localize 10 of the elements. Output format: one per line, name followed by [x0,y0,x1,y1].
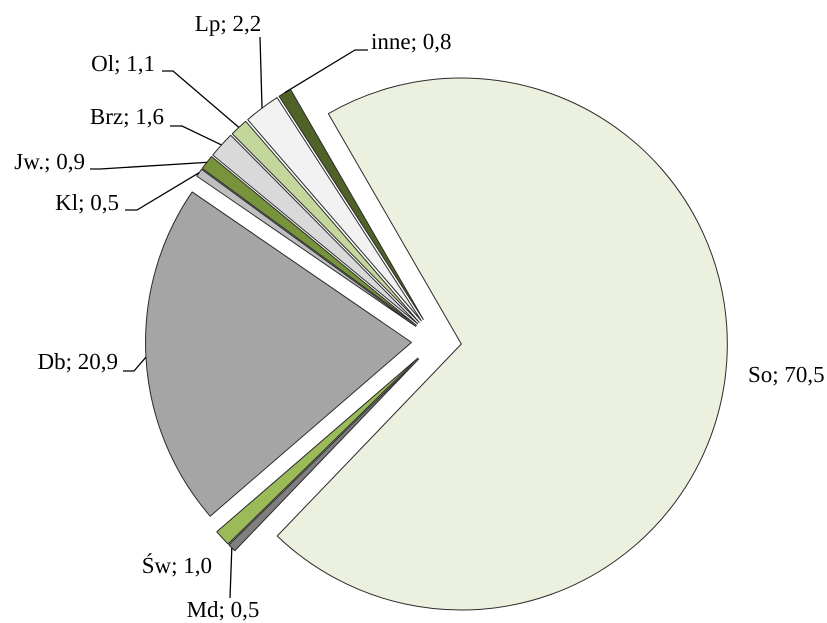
slice-label: Brz; 1,6 [90,104,164,130]
slice-label: Db; 20,9 [38,349,118,374]
slice-label: Lp; 2,2 [194,11,262,36]
slice-label: Św; 1,0 [142,553,212,578]
slice-label: So; 70,5 [748,362,825,388]
slice-label: Kl; 0,5 [55,190,119,216]
slice-label: Jw.; 0,9 [14,149,85,174]
slice-label: inne; 0,8 [371,29,452,54]
slice-label: Ol; 1,1 [91,51,155,76]
slice-label: Md; 0,5 [186,597,260,622]
